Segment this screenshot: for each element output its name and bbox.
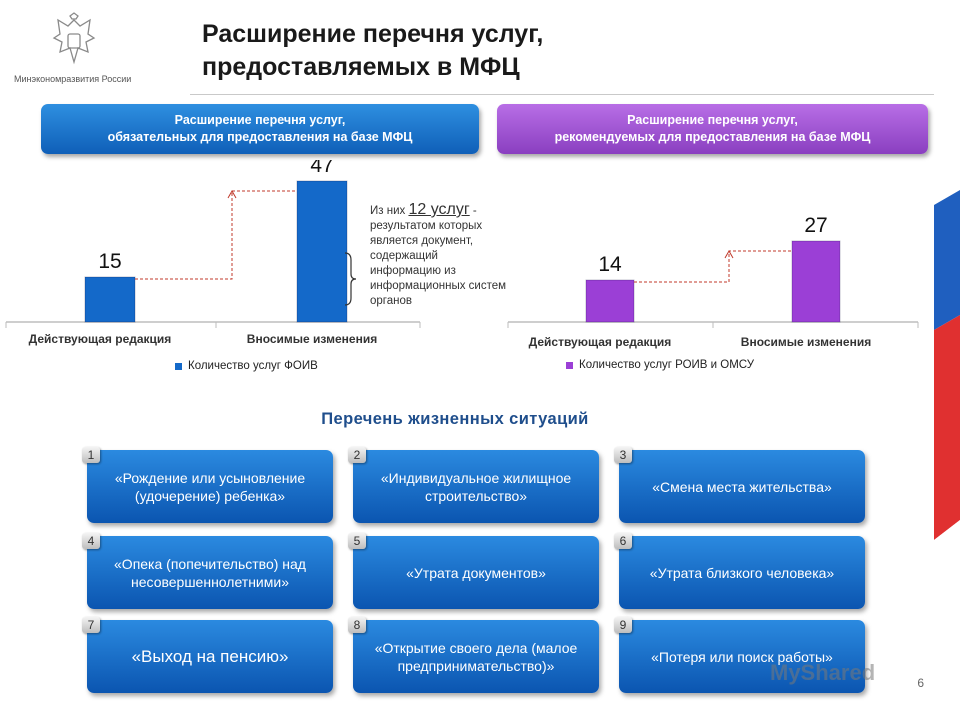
life-situation-number: 2 bbox=[348, 447, 366, 463]
life-situation-label: «Открытие своего дела (малое предпринима… bbox=[374, 639, 578, 674]
legend-roiv: Количество услуг РОИВ и ОМСУ bbox=[566, 359, 754, 371]
life-situation-number: 9 bbox=[614, 617, 632, 633]
life-situation-card[interactable]: «Открытие своего дела (малое предпринима… bbox=[353, 620, 599, 693]
bar-charts: 15 Действующая редакция 47 Вносимые изменен… bbox=[5, 160, 919, 349]
growth-connector-1 bbox=[135, 190, 297, 280]
data-label-1-2: 47 bbox=[310, 160, 333, 177]
bar-2-1 bbox=[585, 279, 635, 323]
life-situation-number: 8 bbox=[348, 617, 366, 633]
category-label-2-1: Действующая редакция bbox=[529, 335, 672, 349]
life-situation-number: 7 bbox=[82, 617, 100, 633]
recommended-services-header: Расширение перечня услуг, рекомендуемых … bbox=[497, 104, 928, 154]
growth-connector-2 bbox=[634, 250, 792, 283]
page-title: Расширение перечня услуг, предоставляемы… bbox=[202, 18, 543, 84]
life-situation-number: 6 bbox=[614, 533, 632, 549]
life-situation-label: «Опека (попечительство) над несовершенно… bbox=[114, 555, 306, 590]
legend-swatch-foiv bbox=[175, 362, 182, 370]
life-situation-card[interactable]: «Индивидуальное жилищное строительство» bbox=[353, 450, 599, 523]
life-situation-label: «Утрата документов» bbox=[406, 564, 546, 581]
data-label-2-2: 27 bbox=[804, 214, 827, 237]
annotation-text: - результатом которых является документ,… bbox=[370, 205, 507, 307]
data-label-1-1: 15 bbox=[98, 250, 121, 273]
life-situation-card[interactable]: «Опека (попечительство) над несовершенно… bbox=[87, 536, 333, 609]
page-number: 6 bbox=[917, 676, 924, 690]
mandatory-header-line-1: Расширение перечня услуг, bbox=[174, 113, 346, 127]
life-situation-card[interactable]: «Потеря или поиск работы» bbox=[619, 620, 865, 693]
legend-label-foiv: Количество услуг ФОИВ bbox=[188, 360, 318, 372]
life-situation-label: «Потеря или поиск работы» bbox=[651, 648, 833, 665]
annotation-prefix: Из них bbox=[370, 205, 406, 217]
arrow-head-icon bbox=[724, 249, 734, 259]
life-situation-card[interactable]: «Утрата близкого человека» bbox=[619, 536, 865, 609]
watermark: MyShared bbox=[770, 660, 876, 685]
curly-brace-icon bbox=[344, 252, 357, 306]
life-situation-number: 1 bbox=[82, 447, 100, 463]
coat-of-arms-icon bbox=[52, 12, 96, 65]
life-situation-number: 5 bbox=[348, 533, 366, 549]
annotation-12-services: Из них 12 услуг - результатом которых яв… bbox=[370, 202, 510, 309]
life-situation-label: «Выход на пенсию» bbox=[131, 646, 289, 666]
recommended-header-line-1: Расширение перечня услуг, bbox=[627, 113, 798, 127]
recommended-header-line-2: рекомендуемых для предоставления на базе… bbox=[554, 130, 871, 144]
data-label-2-1: 14 bbox=[598, 253, 622, 276]
legend-swatch-roiv bbox=[566, 361, 573, 369]
bar-1-2 bbox=[296, 180, 348, 323]
mandatory-services-header: Расширение перечня услуг, обязательных д… bbox=[41, 104, 479, 154]
title-line-2: предоставляемых в МФЦ bbox=[202, 53, 520, 81]
title-line-1: Расширение перечня услуг, bbox=[202, 20, 544, 48]
life-situation-label: «Индивидуальное жилищное строительство» bbox=[380, 469, 572, 504]
life-situation-number: 4 bbox=[82, 533, 100, 549]
life-situation-label: «Рождение или усыновление (удочерение) р… bbox=[114, 469, 306, 504]
mandatory-header-line-2: обязательных для предоставления на базе … bbox=[107, 130, 413, 144]
category-label-1-2: Вносимые изменения bbox=[247, 332, 377, 346]
arrow-head-icon bbox=[227, 189, 237, 199]
life-situation-card[interactable]: «Рождение или усыновление (удочерение) р… bbox=[87, 450, 333, 523]
life-situation-card[interactable]: «Выход на пенсию» bbox=[87, 620, 333, 693]
bar-1-1 bbox=[84, 276, 136, 323]
life-situation-label: «Утрата близкого человека» bbox=[649, 564, 835, 581]
legend-foiv: Количество услуг ФОИВ bbox=[175, 360, 318, 372]
legend-label-roiv: Количество услуг РОИВ и ОМСУ bbox=[579, 359, 755, 371]
category-label-2-2: Вносимые изменения bbox=[741, 335, 871, 349]
ministry-label: Минэкономразвития России bbox=[14, 74, 132, 84]
life-situation-label: «Смена места жительства» bbox=[652, 478, 832, 495]
life-situation-card[interactable]: «Утрата документов» bbox=[353, 536, 599, 609]
bar-2-2 bbox=[791, 240, 841, 323]
tricolor-stripe bbox=[934, 0, 960, 720]
category-label-1-1: Действующая редакция bbox=[29, 332, 172, 346]
header-divider bbox=[190, 94, 935, 95]
life-situation-number: 3 bbox=[614, 447, 632, 463]
life-situations-title: Перечень жизненных ситуаций bbox=[321, 410, 589, 428]
life-situation-card[interactable]: «Смена места жительства» bbox=[619, 450, 865, 523]
annotation-highlight: 12 услуг bbox=[408, 201, 470, 218]
